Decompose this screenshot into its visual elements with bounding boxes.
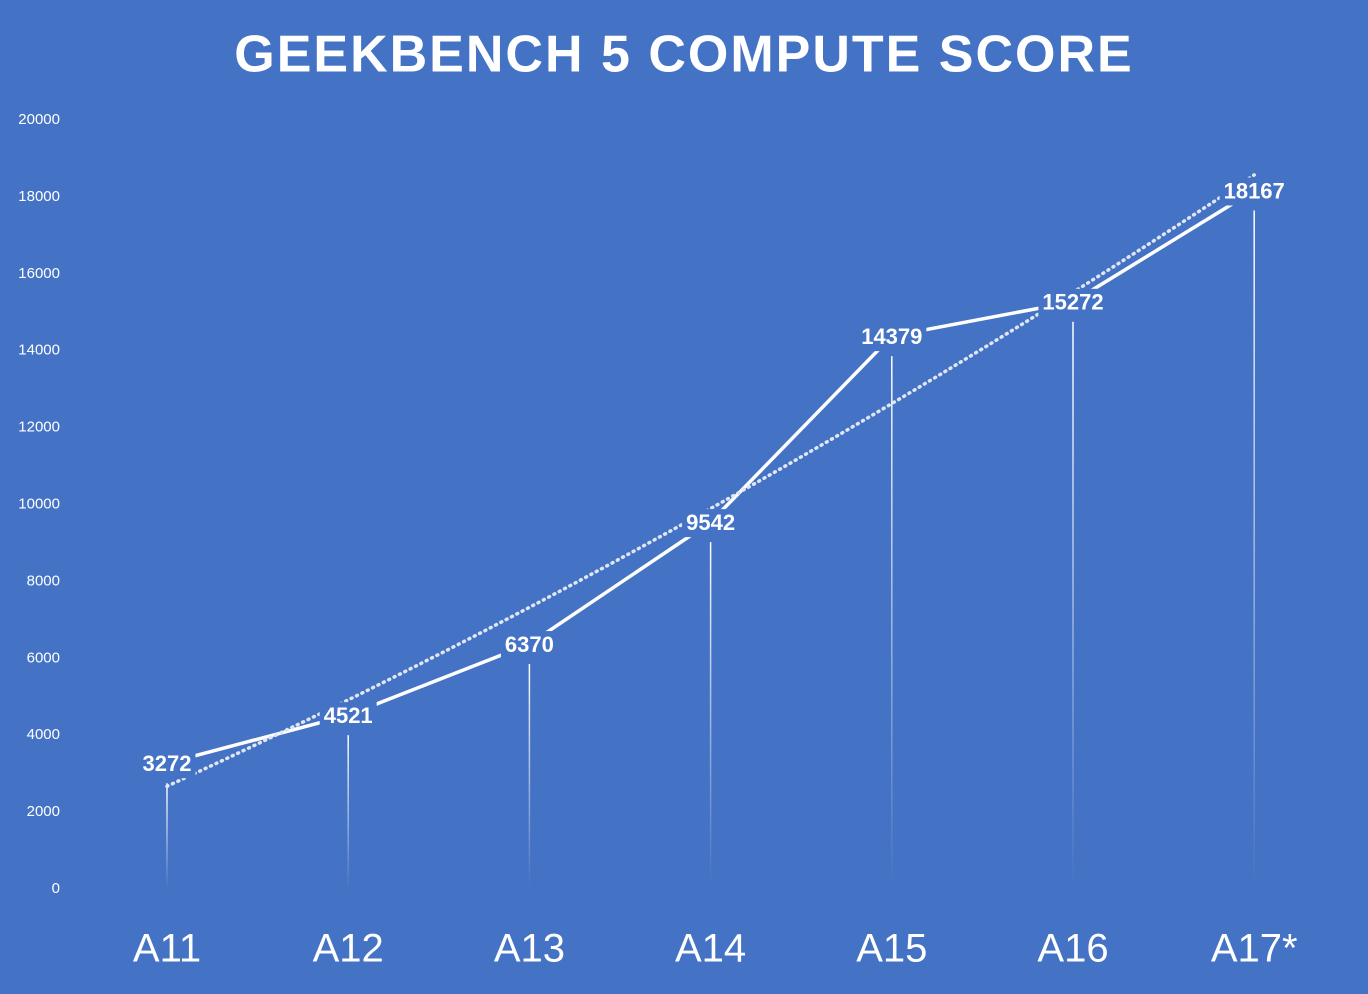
drop-line	[891, 356, 893, 889]
x-tick-label: A14	[675, 927, 746, 971]
y-tick-label: 12000	[18, 419, 60, 436]
x-tick-label: A12	[313, 927, 384, 971]
x-tick-label: A13	[494, 927, 565, 971]
drop-line	[709, 542, 712, 889]
data-label: 4521	[324, 703, 373, 728]
x-tick-label: A16	[1037, 927, 1108, 971]
data-label: 18167	[1224, 178, 1285, 203]
x-tick-label: A11	[133, 927, 201, 971]
y-tick-label: 14000	[18, 342, 60, 359]
x-tick-label: A15	[856, 927, 927, 971]
data-label-background	[682, 509, 740, 538]
y-tick-label: 4000	[27, 726, 60, 743]
drop-line	[1253, 210, 1255, 889]
data-label-background	[1038, 288, 1108, 317]
data-label-background	[857, 323, 927, 352]
chart-title: GEEKBENCH 5 COMPUTE SCORE	[234, 26, 1133, 84]
data-label-background	[1219, 177, 1289, 206]
y-tick-label: 20000	[18, 111, 60, 128]
y-tick-label: 16000	[18, 265, 60, 282]
data-label: 14379	[861, 324, 922, 349]
data-label: 15272	[1042, 290, 1103, 315]
data-label: 6370	[505, 632, 554, 657]
data-label: 9542	[686, 510, 735, 535]
drop-line	[1072, 321, 1074, 889]
data-label-background	[319, 702, 377, 731]
y-tick-label: 18000	[18, 188, 60, 205]
data-label: 3272	[143, 751, 192, 776]
data-label-background	[138, 750, 196, 779]
y-tick-label: 10000	[18, 495, 60, 512]
y-tick-label: 6000	[27, 649, 60, 666]
y-tick-label: 0	[52, 880, 60, 897]
x-tick-label: A17*	[1211, 927, 1298, 971]
y-tick-label: 8000	[27, 572, 60, 589]
drop-line	[166, 783, 168, 889]
data-label-background	[500, 631, 558, 660]
drop-line	[528, 664, 531, 889]
y-tick-label: 2000	[27, 803, 60, 820]
drop-line	[347, 735, 349, 889]
